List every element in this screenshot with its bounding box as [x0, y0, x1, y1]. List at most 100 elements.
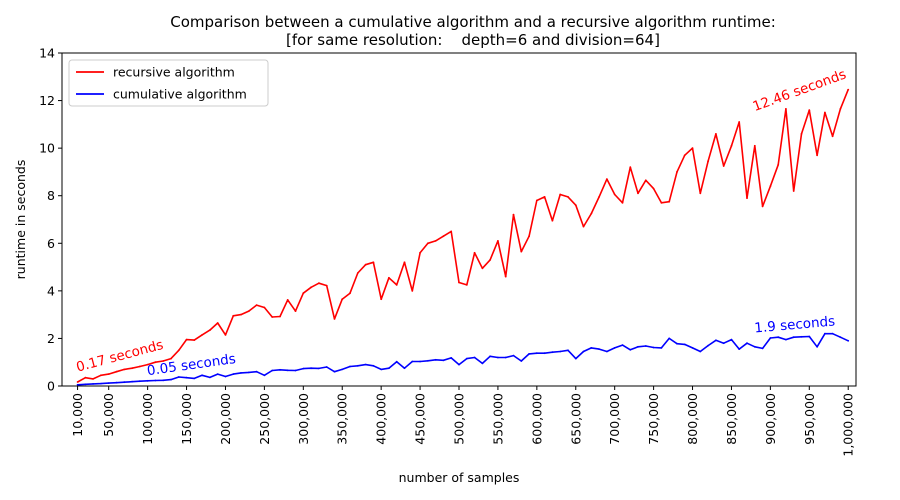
data-point	[668, 337, 671, 340]
data-point	[473, 251, 476, 254]
x-tick-label: 150,000	[179, 393, 194, 445]
chart-title: Comparison between a cumulative algorith…	[170, 13, 776, 31]
data-point	[434, 358, 437, 361]
axis-layer: 0 2 4 6 8 10 12 14 10,000 50,000 100,000 150,000 200…	[39, 46, 856, 457]
data-point	[606, 178, 608, 181]
data-point	[567, 349, 569, 352]
data-point	[294, 310, 297, 312]
data-point	[722, 165, 725, 167]
data-point	[691, 347, 694, 349]
data-point	[325, 366, 328, 368]
data-point	[209, 329, 211, 331]
data-point	[84, 376, 87, 379]
data-point	[170, 378, 172, 381]
data-point	[318, 367, 320, 370]
data-point	[193, 377, 196, 380]
data-point	[76, 381, 79, 383]
chart-subtitle: [for same resolution: depth=6 and divisi…	[286, 31, 660, 49]
data-point	[676, 171, 678, 173]
data-point	[193, 339, 196, 341]
data-point	[286, 299, 289, 301]
data-point	[644, 345, 647, 347]
data-point	[216, 322, 219, 324]
x-tick-label: 700,000	[607, 393, 622, 445]
data-point	[115, 381, 118, 384]
data-point	[380, 298, 383, 301]
data-point	[574, 357, 577, 360]
data-point	[551, 219, 554, 222]
data-point	[637, 192, 639, 195]
data-point	[777, 336, 780, 339]
y-tick-label: 10	[39, 141, 55, 156]
data-point	[792, 190, 795, 192]
data-point	[606, 350, 608, 353]
data-point	[590, 212, 593, 215]
data-point	[613, 193, 616, 196]
data-point	[753, 144, 756, 147]
data-point	[824, 332, 826, 335]
x-tick-label: 100,000	[140, 393, 155, 445]
data-point	[177, 376, 180, 378]
data-point	[450, 357, 453, 359]
data-point	[738, 348, 741, 350]
data-point	[800, 133, 803, 135]
data-point	[691, 147, 694, 150]
data-point	[185, 338, 188, 341]
y-tick-label: 0	[47, 379, 55, 394]
data-point	[785, 338, 787, 341]
data-point	[255, 370, 258, 373]
legend-label: cumulative algorithm	[113, 87, 247, 102]
data-point	[427, 359, 429, 362]
data-point	[388, 276, 390, 279]
y-tick-label: 8	[47, 188, 55, 203]
data-point	[372, 261, 375, 264]
data-point	[800, 335, 803, 338]
data-point	[224, 334, 227, 336]
data-point	[535, 352, 538, 355]
x-tick-label: 900,000	[763, 393, 778, 445]
data-point	[497, 240, 499, 242]
data-point	[240, 313, 242, 316]
x-tick-label: 800,000	[685, 393, 700, 445]
data-point	[504, 356, 507, 359]
y-tick-label: 14	[39, 46, 55, 61]
series-layer	[76, 88, 850, 386]
series-points-recursive-algorithm	[76, 88, 850, 383]
data-point	[769, 337, 772, 339]
x-tick-label: 850,000	[724, 393, 739, 445]
data-point	[380, 368, 383, 371]
data-point	[512, 213, 515, 216]
x-tick-label: 1,000,000	[841, 393, 856, 457]
data-point	[177, 349, 180, 352]
x-tick-label: 50,000	[101, 393, 116, 437]
data-point	[138, 365, 141, 368]
series-line-cumulative-algorithm	[77, 332, 849, 386]
data-point	[761, 347, 764, 350]
data-point	[162, 379, 165, 382]
x-tick-label: 350,000	[335, 393, 350, 445]
data-point	[465, 357, 468, 360]
series-line-recursive-algorithm	[77, 89, 849, 383]
data-point	[528, 235, 530, 238]
legend-box	[68, 59, 269, 107]
data-point	[816, 345, 818, 348]
data-point	[349, 365, 351, 368]
data-point	[341, 368, 344, 371]
data-point	[442, 235, 445, 238]
data-point	[559, 350, 562, 353]
data-point	[792, 336, 795, 339]
data-point	[652, 346, 655, 349]
data-point	[107, 373, 110, 375]
data-point	[473, 356, 476, 359]
legend-label: recursive algorithm	[113, 65, 235, 80]
data-point	[170, 357, 172, 360]
data-point	[310, 367, 312, 370]
data-point	[395, 360, 398, 363]
data-point	[84, 383, 87, 386]
x-tick-label: 650,000	[568, 393, 583, 445]
data-point	[271, 316, 274, 318]
data-point	[146, 379, 149, 382]
data-point	[559, 193, 562, 196]
data-point	[839, 108, 842, 110]
data-point	[808, 335, 811, 338]
